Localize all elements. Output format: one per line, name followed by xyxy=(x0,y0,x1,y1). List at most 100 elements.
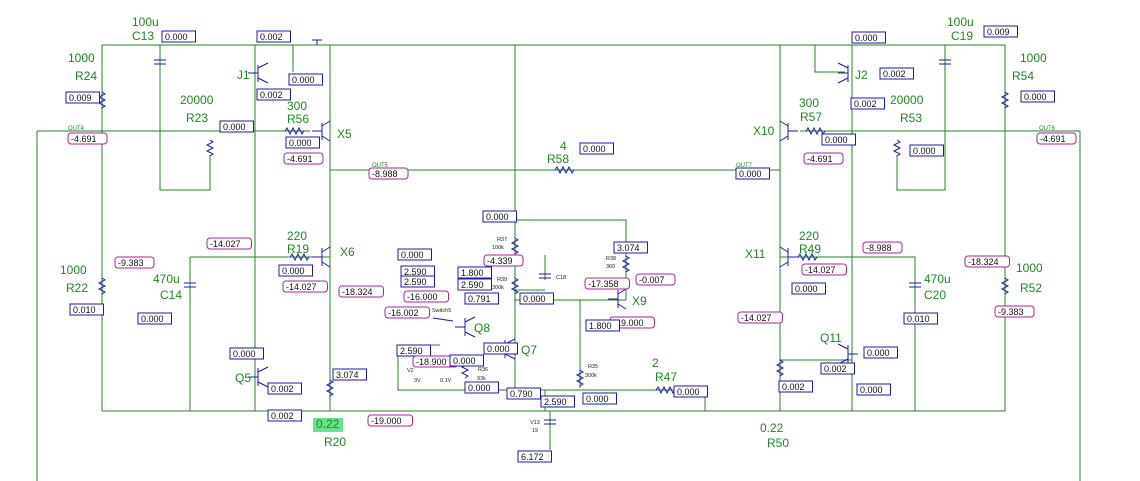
jfet-j2-symbol xyxy=(837,62,849,84)
voltage-probe: 2.590 xyxy=(540,395,575,408)
component-label-r47: R47 xyxy=(655,370,677,384)
voltage-probe-value: -14.027 xyxy=(741,313,772,323)
wiring xyxy=(36,44,1081,481)
resistor-r58-symbol xyxy=(554,165,575,175)
component-label-r58: R58 xyxy=(547,152,569,166)
component-label-r53: R53 xyxy=(900,111,922,125)
component-label-c20: C20 xyxy=(924,288,946,302)
net-label-out6: OUT6 xyxy=(1039,126,1056,132)
voltage-probe-value: 0.000 xyxy=(453,356,476,366)
voltage-probe: 0.002 xyxy=(267,382,302,395)
selected-component-highlight xyxy=(313,418,343,432)
voltage-probe-value: 0.000 xyxy=(825,135,848,145)
voltage-probe: 3.074 xyxy=(613,241,648,254)
voltage-probe-value: 0.000 xyxy=(292,75,315,85)
voltage-probe-value: -18.324 xyxy=(342,287,373,297)
voltage-probe: 0.000 xyxy=(909,144,944,157)
net-label-out5: OUT5 xyxy=(372,163,389,169)
voltage-probe-value: -18.324 xyxy=(968,257,999,267)
net-label-out4: OUT4 xyxy=(68,126,85,132)
ground-icon xyxy=(312,39,322,45)
small-label-r35v: 300k xyxy=(585,373,597,379)
voltage-probe: -0.007 xyxy=(635,273,676,286)
voltage-probe-value: -14.027 xyxy=(286,282,317,292)
resistor-r38-symbol xyxy=(621,255,631,273)
voltage-probe-value: 0.000 xyxy=(677,387,700,397)
bjt-q11-symbol xyxy=(837,343,858,365)
voltage-probe-value: 0.000 xyxy=(523,294,546,304)
voltage-probe-value: 0.002 xyxy=(854,99,877,109)
voltage-probe-value: 0.000 xyxy=(586,394,609,404)
voltage-probe: 6.172 xyxy=(517,450,552,463)
small-label-v2v: 3V xyxy=(414,378,421,384)
voltage-probe: 1.800 xyxy=(585,319,620,332)
switch-switch5-symbol xyxy=(432,317,454,322)
resistor-r37-symbol xyxy=(510,237,520,255)
voltage-probe-value: -4.691 xyxy=(71,134,97,144)
resistor-r52-symbol xyxy=(1000,277,1010,295)
voltage-probe: 0.000 xyxy=(791,282,826,295)
voltage-probe-value: 0.002 xyxy=(883,69,906,79)
component-label-r19: R19 xyxy=(287,242,309,256)
voltage-probe: 0.010 xyxy=(69,303,104,316)
voltage-probe: 0.009 xyxy=(65,91,100,104)
voltage-probe: 2.590 xyxy=(396,344,431,357)
voltage-probe-value: 0.000 xyxy=(289,138,312,148)
resistor-r23-symbol xyxy=(205,139,215,157)
voltage-probe: 3.074 xyxy=(332,368,367,381)
component-label-q7: Q7 xyxy=(521,343,537,357)
voltage-probe-value: 0.790 xyxy=(510,389,533,399)
component-label-c20-top: 470u xyxy=(924,272,951,286)
voltage-probe-value: -17.358 xyxy=(588,279,619,289)
voltage-probe: 0.000 xyxy=(821,133,856,146)
voltage-probe: 0.002 xyxy=(820,362,855,375)
voltage-probe: -19.000 xyxy=(609,316,655,329)
voltage-probe: -16.000 xyxy=(403,290,449,303)
voltage-probe-value: 2.590 xyxy=(404,277,427,287)
resistor-r54-symbol xyxy=(1000,91,1010,109)
resistor-r49-symbol xyxy=(797,252,818,262)
small-label-c: 0.1V xyxy=(440,378,452,384)
voltage-probe-value: -19.000 xyxy=(613,318,644,328)
voltage-probe: 2.590 xyxy=(457,278,492,291)
voltage-probe: -16.002 xyxy=(384,306,430,319)
voltage-probe: 0.000 xyxy=(579,142,614,155)
voltage-probe: 0.010 xyxy=(903,312,938,325)
voltage-probe-value: 0.002 xyxy=(824,364,847,374)
voltage-probe: 0.000 xyxy=(285,136,320,149)
mosfet-x9-symbol xyxy=(608,288,627,310)
voltage-probe-value: 0.000 xyxy=(855,33,878,43)
capacitor-c19-symbol xyxy=(939,59,951,65)
component-symbols xyxy=(97,39,1010,425)
voltage-probe-value: 0.000 xyxy=(233,349,256,359)
voltage-probe: 0.000 xyxy=(1020,90,1055,103)
voltage-probe-value: 1.800 xyxy=(461,268,484,278)
small-label-r38v: 360 xyxy=(606,264,615,270)
component-label-r50: R50 xyxy=(767,436,789,450)
resistor-r19-symbol xyxy=(289,252,310,262)
voltage-probe: -4.691 xyxy=(803,152,844,165)
voltage-probe-value: 0.000 xyxy=(795,284,818,294)
voltage-probe-value: 0.000 xyxy=(739,169,762,179)
voltage-probe-value: -4.339 xyxy=(487,256,513,266)
voltage-probe-value: 0.000 xyxy=(860,385,883,395)
voltage-probe: -4.691 xyxy=(67,132,108,145)
capacitor-c13-symbol xyxy=(154,59,166,65)
voltage-probe: 2.590 xyxy=(400,265,435,278)
small-label-r39v: 300k xyxy=(492,285,504,291)
component-label-c19: C19 xyxy=(951,29,973,43)
voltage-probe: 0.791 xyxy=(464,292,499,305)
voltage-probe: 0.002 xyxy=(778,380,813,393)
component-label-r52: R52 xyxy=(1020,281,1042,295)
component-label-r22: R22 xyxy=(66,281,88,295)
voltage-probe: -14.027 xyxy=(282,280,328,293)
component-label-r52-top: 1000 xyxy=(1016,261,1043,275)
component-label-x9: X9 xyxy=(632,294,647,308)
voltage-probe-value: 0.002 xyxy=(260,32,283,42)
small-label-r37v: 100k xyxy=(492,245,504,251)
component-label-q5: Q5 xyxy=(235,371,251,385)
component-label-r54: R54 xyxy=(1012,69,1034,83)
voltage-probe: -14.027 xyxy=(801,263,847,276)
voltage-probe: 1.800 xyxy=(457,266,492,279)
